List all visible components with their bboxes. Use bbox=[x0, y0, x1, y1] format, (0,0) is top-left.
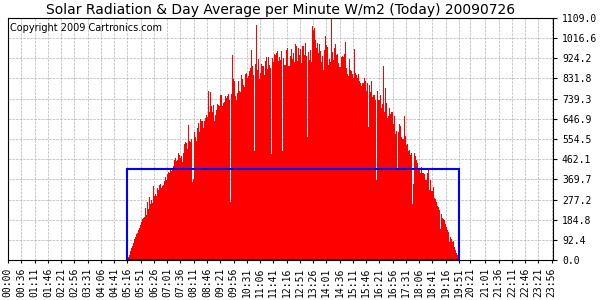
Title: Solar Radiation & Day Average per Minute W/m2 (Today) 20090726: Solar Radiation & Day Average per Minute… bbox=[46, 3, 515, 17]
Bar bbox=[127, 169, 458, 260]
Text: Copyright 2009 Cartronics.com: Copyright 2009 Cartronics.com bbox=[10, 23, 163, 33]
